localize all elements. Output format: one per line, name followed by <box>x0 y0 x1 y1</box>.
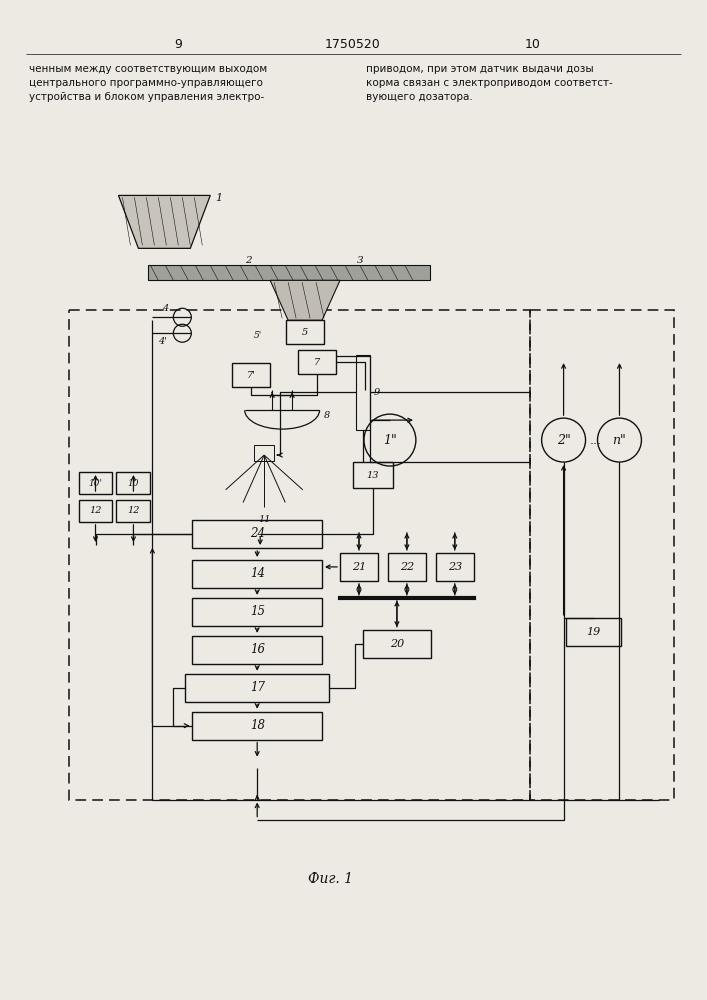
Text: 10: 10 <box>128 479 139 488</box>
Bar <box>192 636 322 664</box>
Text: 5': 5' <box>254 331 262 340</box>
Text: 9: 9 <box>175 38 182 51</box>
Polygon shape <box>270 280 340 320</box>
Text: 14: 14 <box>250 567 264 580</box>
Bar <box>436 553 474 581</box>
Bar <box>192 520 322 548</box>
Text: 19: 19 <box>586 627 601 637</box>
Bar <box>530 310 674 800</box>
Text: 2": 2" <box>556 434 571 447</box>
Text: 10': 10' <box>88 479 103 488</box>
Bar <box>148 265 430 280</box>
Bar <box>117 472 151 494</box>
Bar <box>298 350 336 374</box>
Bar <box>192 598 322 626</box>
Text: 1": 1" <box>383 434 397 447</box>
Text: 22: 22 <box>399 562 414 572</box>
Text: Фиг. 1: Фиг. 1 <box>308 872 353 886</box>
Text: 18: 18 <box>250 719 264 732</box>
Text: 4': 4' <box>158 337 167 346</box>
Text: ченным между соответствующим выходом
центрального программно-управляющего
устрой: ченным между соответствующим выходом цен… <box>29 64 267 102</box>
Text: 9: 9 <box>374 388 380 397</box>
Text: 16: 16 <box>250 643 264 656</box>
Bar <box>356 355 370 430</box>
Bar <box>78 472 112 494</box>
Bar <box>255 445 274 461</box>
Bar <box>566 618 621 646</box>
Text: 17: 17 <box>250 681 264 694</box>
Text: 4: 4 <box>162 304 168 313</box>
Bar <box>286 320 324 344</box>
Bar <box>192 712 322 740</box>
Text: 12: 12 <box>127 506 140 515</box>
Bar <box>232 363 270 387</box>
Text: 21: 21 <box>352 562 366 572</box>
Bar <box>353 462 393 488</box>
Text: n": n" <box>612 434 626 447</box>
Text: 2: 2 <box>245 256 252 265</box>
Bar <box>192 560 322 588</box>
Bar <box>388 553 426 581</box>
Text: 3: 3 <box>356 256 363 265</box>
Bar <box>185 674 329 702</box>
Text: 5: 5 <box>302 328 308 337</box>
Text: 23: 23 <box>448 562 462 572</box>
Text: 8: 8 <box>324 411 330 420</box>
Bar <box>340 553 378 581</box>
Text: 13: 13 <box>367 471 379 480</box>
Text: 24: 24 <box>250 527 264 540</box>
Text: 1: 1 <box>215 193 223 203</box>
Bar <box>69 310 530 800</box>
Text: 12: 12 <box>89 506 102 515</box>
Text: 7: 7 <box>314 358 320 367</box>
Text: ...: ... <box>590 434 602 447</box>
Text: 10: 10 <box>525 38 541 51</box>
Bar <box>363 630 431 658</box>
Text: 20: 20 <box>390 639 404 649</box>
Text: 7': 7' <box>247 371 256 380</box>
Text: 1750520: 1750520 <box>325 38 381 51</box>
Text: 15: 15 <box>250 605 264 618</box>
Bar <box>78 500 112 522</box>
Text: приводом, при этом датчик выдачи дозы
корма связан с электроприводом соответст-
: приводом, при этом датчик выдачи дозы ко… <box>366 64 613 102</box>
Text: 11: 11 <box>258 515 270 524</box>
Polygon shape <box>119 195 210 248</box>
Bar <box>117 500 151 522</box>
